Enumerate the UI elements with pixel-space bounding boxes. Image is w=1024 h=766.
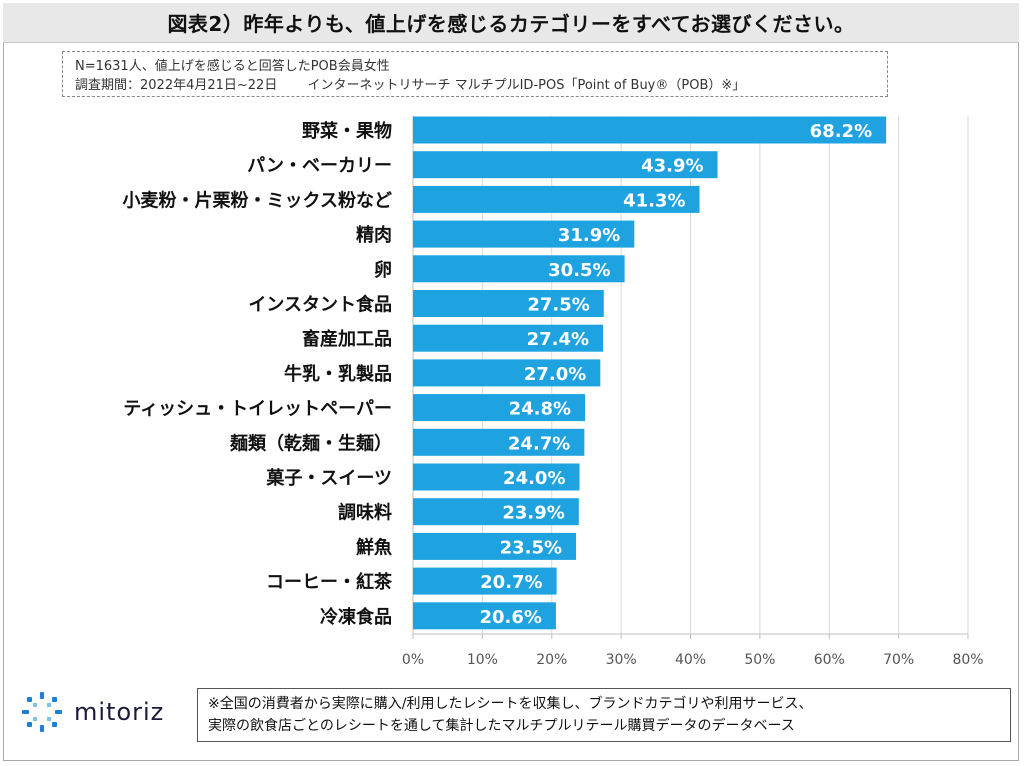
bar-value-label: 30.5%	[548, 260, 610, 281]
bar-value-label: 41.3%	[623, 190, 685, 211]
bar	[413, 185, 700, 213]
x-tick-label: 30%	[606, 652, 637, 668]
category-label: 卵	[374, 259, 392, 281]
bar	[413, 151, 718, 179]
bar-value-label: 24.0%	[503, 468, 565, 489]
x-tick-label: 40%	[675, 652, 706, 668]
category-label: 調味料	[338, 502, 392, 524]
x-tick-label: 60%	[814, 652, 845, 668]
logo-wordmark: mitoriz	[74, 698, 165, 726]
category-label: 鮮魚	[356, 536, 392, 558]
survey-note-box: N=1631人、値上げを感じると回答したPOB会員女性 調査期間：2022年4月…	[62, 51, 888, 97]
bar	[413, 255, 625, 283]
bar-chart: 0% 10% 20% 30% 40% 50% 60% 70% 80% 68.2% 野菜・果物 43.9…	[123, 116, 984, 668]
bar	[413, 220, 635, 248]
x-tick-label: 50%	[744, 652, 775, 668]
bar-value-label: 31.9%	[558, 225, 620, 246]
bar	[413, 567, 557, 595]
bar-value-label: 68.2%	[810, 121, 872, 142]
survey-note-sample: N=1631人、値上げを感じると回答したPOB会員女性	[75, 59, 390, 74]
logo-star-icon	[22, 692, 62, 732]
category-label: インスタント食品	[248, 294, 392, 316]
bar	[413, 602, 556, 630]
chart-title: 図表2）昨年よりも、値上げを感じるカテゴリーをすべてお選びください。	[167, 12, 855, 36]
bar-value-label: 43.9%	[641, 156, 703, 177]
bar-value-label: 24.8%	[509, 399, 571, 420]
x-tick-label: 20%	[536, 652, 567, 668]
category-label: パン・ベーカリー	[247, 156, 392, 177]
category-label: 菓子・スイーツ	[265, 467, 392, 489]
category-label: 精肉	[356, 224, 392, 246]
category-label: 野菜・果物	[302, 120, 392, 142]
bar	[413, 463, 580, 491]
title-bar: 図表2）昨年よりも、値上げを感じるカテゴリーをすべてお選びください。	[3, 3, 1019, 43]
footnote-box: ※全国の消費者から実際に購入/利用したレシートを収集し、ブランドカテゴリや利用サ…	[197, 688, 1011, 742]
category-label: 麺類（乾麺・生麺）	[229, 432, 392, 454]
bar-value-label: 27.0%	[524, 364, 586, 385]
bar-value-label: 23.5%	[500, 537, 562, 558]
x-tick-label: 0%	[402, 652, 424, 668]
x-tick-label: 10%	[467, 652, 498, 668]
bar	[413, 532, 577, 560]
category-label: コーヒー・紅茶	[266, 571, 393, 593]
bar	[413, 428, 585, 456]
bar-value-label: 24.7%	[508, 433, 570, 454]
bar	[413, 498, 579, 526]
x-tick-label: 80%	[952, 652, 983, 668]
category-label: 小麦粉・片栗粉・ミックス粉など	[123, 189, 392, 211]
bar-value-label: 27.5%	[527, 295, 589, 316]
category-label: ティッシュ・トイレットペーパー	[123, 399, 392, 420]
footnote-line-2: 実際の飲食店ごとのレシートを通して集計したマルチプルリテール購買データのデータベ…	[208, 718, 795, 734]
bar-value-label: 23.9%	[502, 503, 564, 524]
category-label: 畜産加工品	[302, 328, 392, 350]
mitoriz-logo: mitoriz	[20, 684, 190, 740]
footnote-line-1: ※全国の消費者から実際に購入/利用したレシートを収集し、ブランドカテゴリや利用サ…	[208, 696, 813, 712]
bar	[413, 290, 604, 317]
bar-value-label: 20.6%	[479, 607, 541, 628]
category-label: 冷凍食品	[320, 606, 392, 628]
survey-note-period: 調査期間：2022年4月21日~22日 インターネットリサーチ マルチプルID-…	[75, 78, 746, 93]
bar	[413, 359, 601, 387]
x-tick-label: 70%	[883, 652, 914, 668]
bar-value-label: 20.7%	[480, 572, 542, 593]
bar	[413, 324, 604, 352]
category-label: 牛乳・乳製品	[284, 363, 392, 385]
bar	[413, 116, 887, 144]
bar	[413, 394, 586, 422]
bar-value-label: 27.4%	[527, 329, 589, 350]
